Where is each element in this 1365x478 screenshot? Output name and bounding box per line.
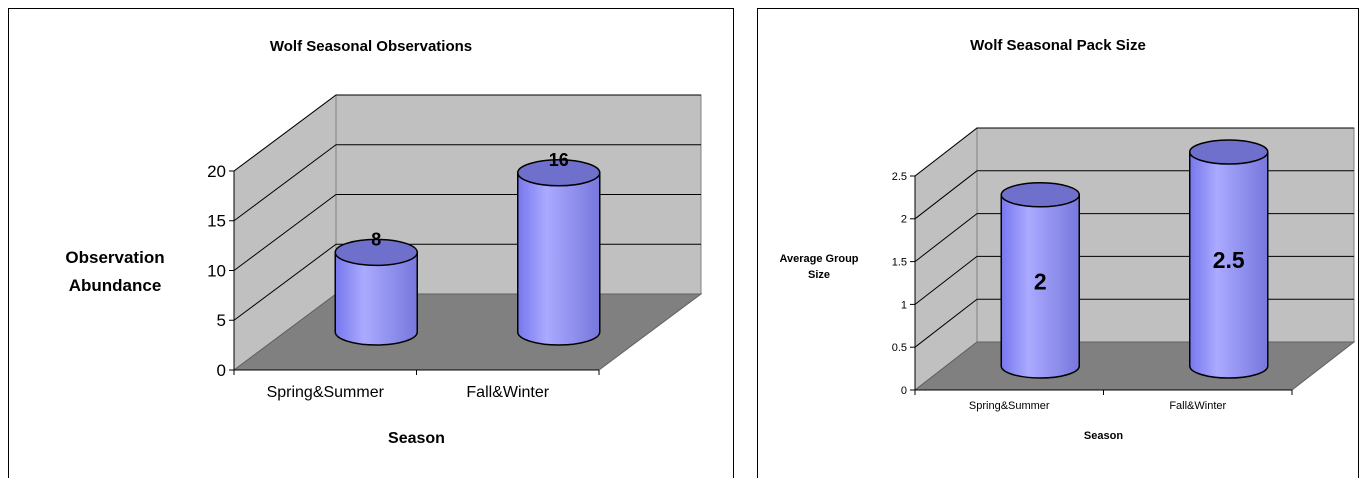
y-tick-label: 0 [217, 361, 226, 380]
bar [517, 159, 601, 346]
x-category-label: Fall&Winter [466, 384, 549, 401]
bar-top [517, 159, 601, 187]
chart-title: Wolf Seasonal Pack Size [970, 37, 1146, 54]
y-tick-label: 5 [217, 311, 226, 330]
y-tick-label: 2.5 [892, 171, 907, 183]
data-label: 16 [549, 150, 569, 170]
bar [1000, 182, 1080, 379]
y-axis-label: Abundance [69, 276, 162, 295]
x-category-label: Fall&Winter [1169, 400, 1226, 412]
data-label: 2 [1034, 269, 1047, 295]
data-label: 2.5 [1213, 247, 1245, 273]
bar-body [517, 172, 601, 346]
bar-top [1000, 182, 1080, 208]
y-tick-label: 1 [901, 299, 907, 311]
y-tick-label: 0.5 [892, 342, 907, 354]
gridline [233, 94, 701, 172]
y-tick-label: 0 [901, 385, 907, 397]
y-axis-label: Observation [65, 248, 164, 267]
y-tick-label: 1.5 [892, 256, 907, 268]
y-tick-label: 2 [901, 214, 907, 226]
x-axis-label: Season [388, 430, 445, 447]
chart-title: Wolf Seasonal Observations [270, 38, 472, 55]
bar-top [1189, 139, 1269, 165]
y-tick-label: 10 [207, 261, 226, 280]
bar-body [334, 251, 418, 346]
bar-top [334, 238, 418, 267]
gridline [233, 144, 701, 222]
y-axis-label: Size [808, 269, 830, 281]
x-category-label: Spring&Summer [969, 400, 1050, 412]
bar [1189, 139, 1269, 379]
observations-chart: 0 5 10 15 20 Spring&Summer Fall&Winter 8 16 Wolf … [65, 38, 703, 447]
bar-body [1189, 151, 1269, 379]
y-tick-label: 15 [207, 212, 226, 231]
bar-body [1000, 194, 1080, 379]
x-category-label: Spring&Summer [267, 384, 385, 401]
gridline [914, 127, 1354, 177]
chart-panel-observations: 0 5 10 15 20 Spring&Summer Fall&Winter 8 16 Wolf … [8, 8, 734, 478]
y-axis-label: Average Group [779, 253, 858, 265]
data-label: 8 [371, 230, 381, 250]
y-tick-label: 20 [207, 162, 226, 181]
bar [334, 238, 418, 346]
chart-panel-pack-size: 0 0.5 1 1.5 2 2.5 Spring&Summer Fall&Winter 2 2.5… [757, 8, 1359, 478]
floor [913, 341, 1356, 391]
x-axis-label: Season [1084, 430, 1123, 442]
pack-size-chart: 0 0.5 1 1.5 2 2.5 Spring&Summer Fall&Winter 2 2.5… [779, 37, 1356, 442]
